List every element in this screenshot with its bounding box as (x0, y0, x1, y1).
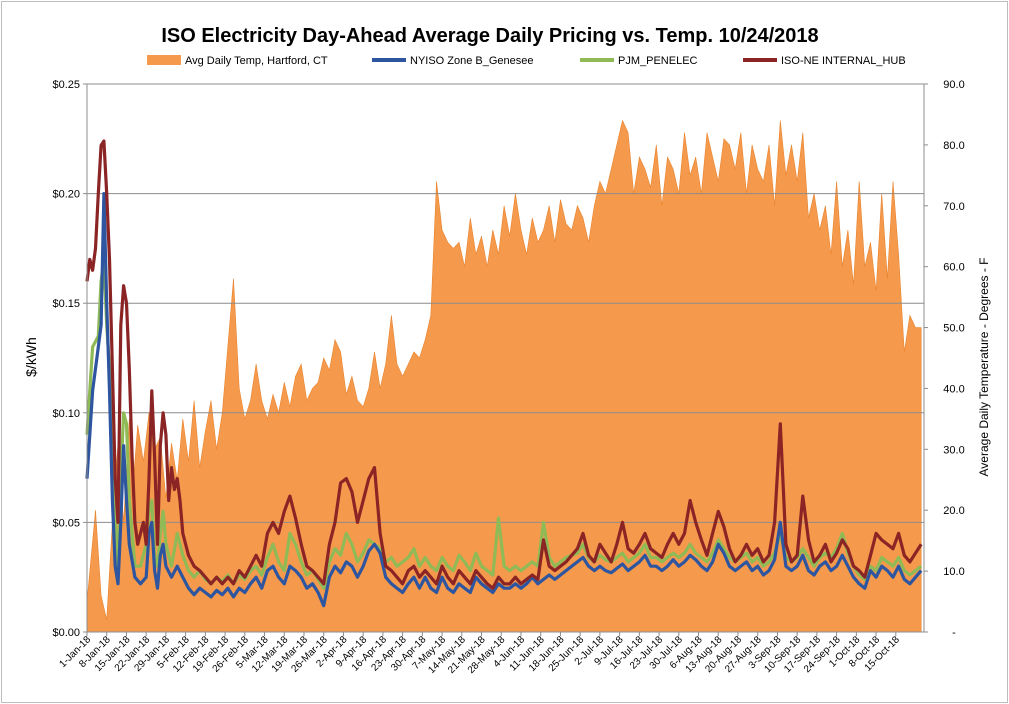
legend-label-nyiso: NYISO Zone B_Genesee (410, 55, 534, 67)
series-line-pjm (85, 257, 923, 590)
chart-title: ISO Electricity Day-Ahead Average Daily … (161, 25, 818, 47)
y2-tick-label: - (952, 627, 956, 639)
y-tick-label: $0.25 (52, 79, 80, 91)
y-tick-label: $0.00 (52, 627, 80, 639)
legend-label-isone: ISO-NE INTERNAL_HUB (781, 55, 906, 67)
y2-tick-label: 70.0 (943, 201, 964, 213)
y-axis-label: $/kWh (23, 337, 39, 377)
y-tick-label: $0.05 (52, 517, 80, 529)
plot-area (85, 83, 924, 633)
series-line-nyiso (85, 192, 923, 608)
y2-tick-label: 80.0 (943, 140, 964, 152)
y-tick-label: $0.15 (52, 298, 80, 310)
series-line-isone (85, 139, 923, 590)
legend-swatch-temp (147, 55, 181, 65)
y2-tick-label: 10.0 (943, 566, 964, 578)
y2-tick-label: 20.0 (943, 505, 964, 517)
y-tick-label: $0.20 (52, 189, 80, 201)
y-tick-label: $0.10 (52, 408, 80, 420)
y2-tick-label: 40.0 (943, 383, 964, 395)
y2-tick-label: 50.0 (943, 323, 964, 335)
plot-border (86, 83, 925, 633)
legend-label-temp: Avg Daily Temp, Hartford, CT (185, 55, 328, 67)
y2-tick-label: 60.0 (943, 262, 964, 274)
y2-tick-label: 90.0 (943, 79, 964, 91)
series-area-temp (86, 119, 922, 633)
y2-tick-label: 30.0 (943, 444, 964, 456)
y2-axis-label: Average Daily Temperature - Degrees - F (977, 258, 991, 477)
legend-label-pjm: PJM_PENELEC (618, 55, 698, 67)
legend: Avg Daily Temp, Hartford, CT NYISO Zone … (147, 55, 906, 67)
